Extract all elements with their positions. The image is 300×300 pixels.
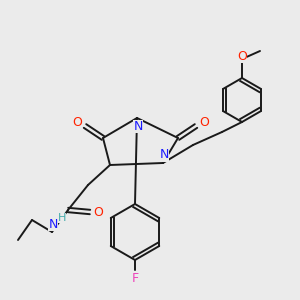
Text: N: N — [133, 119, 143, 133]
Text: N: N — [48, 218, 58, 230]
Text: O: O — [237, 50, 247, 62]
Text: H: H — [58, 213, 66, 223]
Text: N: N — [159, 148, 169, 161]
Text: O: O — [72, 116, 82, 130]
Text: O: O — [199, 116, 209, 130]
Text: F: F — [131, 272, 139, 284]
Text: O: O — [93, 206, 103, 218]
